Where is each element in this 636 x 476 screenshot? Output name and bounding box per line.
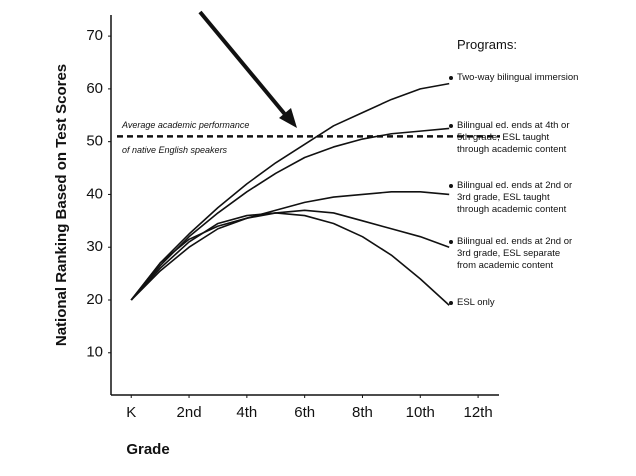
series-line bbox=[130, 82, 450, 301]
x-tick-label: 10th bbox=[406, 404, 435, 421]
legend-marker bbox=[449, 184, 453, 188]
y-tick-label: 50 bbox=[86, 133, 103, 150]
x-tick-label: K bbox=[126, 404, 136, 421]
reference-label: Average academic performance bbox=[122, 120, 250, 131]
legend-title: Programs: bbox=[457, 37, 517, 52]
legend-entry: Bilingual ed. ends at 4th or 5th grade, … bbox=[457, 120, 570, 155]
reference-label: of native English speakers bbox=[122, 145, 228, 156]
y-axis-label: National Ranking Based on Test Scores bbox=[53, 64, 70, 346]
x-tick-label: 12th bbox=[463, 404, 492, 421]
series-line bbox=[130, 127, 450, 301]
legend-entry: Two-way bilingual immersion bbox=[457, 72, 579, 83]
y-tick-label: 10 bbox=[86, 344, 103, 361]
legend-entry: Bilingual ed. ends at 2nd or 3rd grade, … bbox=[457, 180, 573, 215]
series-line bbox=[130, 191, 450, 301]
x-tick-label: 2nd bbox=[177, 404, 202, 421]
legend-marker bbox=[449, 301, 453, 305]
legend-entry: Bilingual ed. ends at 2nd or 3rd grade, … bbox=[457, 236, 573, 271]
x-tick-label: 6th bbox=[294, 404, 315, 421]
y-tick-label: 60 bbox=[86, 80, 103, 97]
x-tick-label: 4th bbox=[236, 404, 257, 421]
series-line bbox=[130, 212, 450, 306]
x-tick-label: 8th bbox=[352, 404, 373, 421]
y-tick-label: 30 bbox=[86, 238, 103, 255]
y-tick-label: 70 bbox=[86, 27, 103, 44]
series-line bbox=[130, 209, 450, 301]
legend-marker bbox=[449, 124, 453, 128]
pointer-arrow bbox=[198, 10, 290, 120]
x-axis-label: Grade bbox=[126, 441, 169, 458]
legend-marker bbox=[449, 76, 453, 80]
pointer-arrow-head bbox=[279, 108, 297, 128]
y-tick-label: 20 bbox=[86, 291, 103, 308]
legend-marker bbox=[449, 240, 453, 244]
legend-entry: ESL only bbox=[457, 297, 495, 308]
y-tick-label: 40 bbox=[86, 185, 103, 202]
